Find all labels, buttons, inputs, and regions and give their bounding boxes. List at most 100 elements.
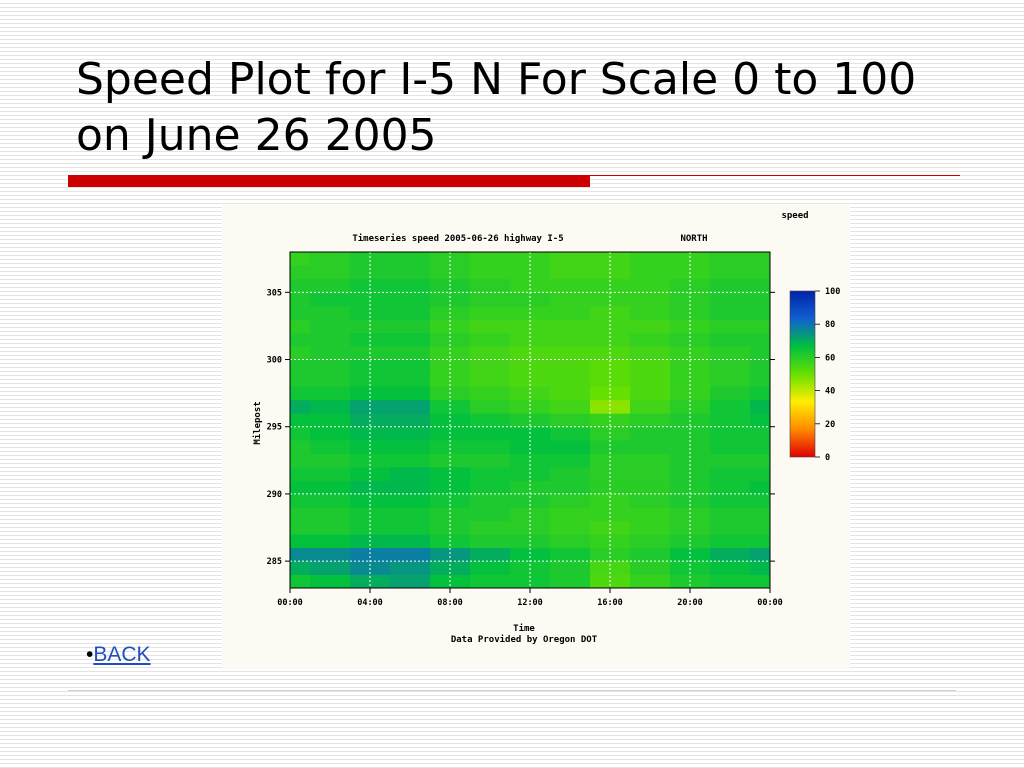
heatmap-cell (310, 507, 351, 522)
heatmap-cell (670, 332, 711, 347)
heatmap-cell (510, 507, 551, 522)
heatmap-cell (550, 399, 591, 414)
heatmap-cell (350, 292, 391, 307)
colorbar-tick-label: 0 (825, 453, 830, 463)
heatmap-cell (630, 426, 671, 441)
heatmap-cell (350, 480, 391, 495)
heatmap-cell (290, 346, 311, 360)
heatmap-cell (550, 319, 591, 334)
heatmap-cell (470, 305, 511, 320)
y-tick-label: 290 (267, 490, 282, 500)
heatmap-cell (430, 372, 471, 387)
heatmap-cell (470, 426, 511, 441)
colorbar-tick-label: 20 (825, 420, 835, 430)
heatmap-cell (750, 507, 771, 522)
heatmap-cell (710, 413, 751, 428)
heatmap-cell (290, 453, 311, 468)
heatmap-cell (510, 332, 551, 347)
heatmap-cell (470, 292, 511, 307)
heatmap-cell (550, 252, 591, 266)
heatmap-cell (290, 520, 311, 535)
heatmap-cell (310, 278, 351, 293)
heatmap-cell (630, 305, 671, 320)
heatmap-cell (470, 399, 511, 414)
y-tick-label: 285 (267, 557, 282, 567)
heatmap-cell (630, 440, 671, 454)
heatmap-cell (470, 319, 511, 334)
heatmap-cell (390, 252, 431, 266)
x-tick-label: 12:00 (517, 598, 543, 608)
heatmap-cell (430, 359, 471, 374)
heatmap-cell (290, 372, 311, 387)
heatmap-cell (710, 346, 751, 360)
heatmap-cell (390, 493, 431, 508)
heatmap-cell (710, 453, 751, 468)
heatmap-cell (310, 413, 351, 428)
heatmap-cell (290, 480, 311, 495)
heatmap-cell (750, 278, 771, 293)
heatmap-cell (510, 520, 551, 535)
heatmap-cell (510, 440, 551, 454)
heatmap-cell (350, 440, 391, 454)
heatmap-cell (750, 332, 771, 347)
heatmap-cells (290, 252, 771, 589)
heatmap-cell (290, 561, 311, 575)
heatmap-cell (550, 520, 591, 535)
heatmap-cell (390, 359, 431, 374)
heatmap-cell (710, 359, 751, 374)
heatmap-cell (750, 453, 771, 468)
heatmap-cell (290, 265, 311, 280)
heatmap-cell (630, 561, 671, 575)
heatmap-cell (750, 319, 771, 334)
heatmap-cell (310, 480, 351, 495)
slide-title: Speed Plot for I-5 N For Scale 0 to 100 … (76, 54, 917, 161)
heatmap-cell (750, 520, 771, 535)
heatmap-cell (750, 467, 771, 481)
heatmap-cell (430, 507, 471, 522)
heatmap-cell (630, 547, 671, 562)
heatmap-cell (590, 520, 631, 535)
heatmap-cell (290, 574, 311, 589)
heatmap-cell (750, 386, 771, 401)
heatmap-cell (710, 467, 751, 481)
heatmap-cell (310, 305, 351, 320)
heatmap-cell (710, 372, 751, 387)
heatmap-cell (470, 359, 511, 374)
heatmap-cell (390, 319, 431, 334)
heatmap-cell (750, 292, 771, 307)
heatmap-cell (430, 520, 471, 535)
heatmap-cell (310, 534, 351, 549)
heatmap-cell (390, 265, 431, 280)
heatmap-cell (630, 493, 671, 508)
heatmap-cell (710, 386, 751, 401)
heatmap-cell (630, 534, 671, 549)
heatmap-cell (310, 319, 351, 334)
heatmap-cell (750, 440, 771, 454)
heatmap-cell (390, 413, 431, 428)
heatmap-cell (550, 480, 591, 495)
heatmap-cell (310, 574, 351, 589)
heatmap-cell (630, 480, 671, 495)
heatmap-cell (630, 319, 671, 334)
heatmap-cell (550, 440, 591, 454)
back-link[interactable]: BACK (93, 643, 151, 666)
heatmap-cell (630, 413, 671, 428)
heatmap-cell (710, 493, 751, 508)
heatmap-cell (390, 480, 431, 495)
heatmap-cell (590, 332, 631, 347)
heatmap-cell (710, 561, 751, 575)
heatmap-cell (350, 507, 391, 522)
heatmap-cell (550, 547, 591, 562)
heatmap-cell (470, 480, 511, 495)
heatmap-cell (470, 252, 511, 266)
heatmap-cell (550, 386, 591, 401)
heatmap-cell (310, 561, 351, 575)
heatmap-cell (430, 252, 471, 266)
heatmap-cell (430, 332, 471, 347)
heatmap-cell (310, 547, 351, 562)
heatmap-cell (430, 480, 471, 495)
heatmap-cell (470, 372, 511, 387)
heatmap-cell (510, 292, 551, 307)
heatmap-cell (750, 574, 771, 589)
x-tick-label: 00:00 (757, 598, 783, 608)
